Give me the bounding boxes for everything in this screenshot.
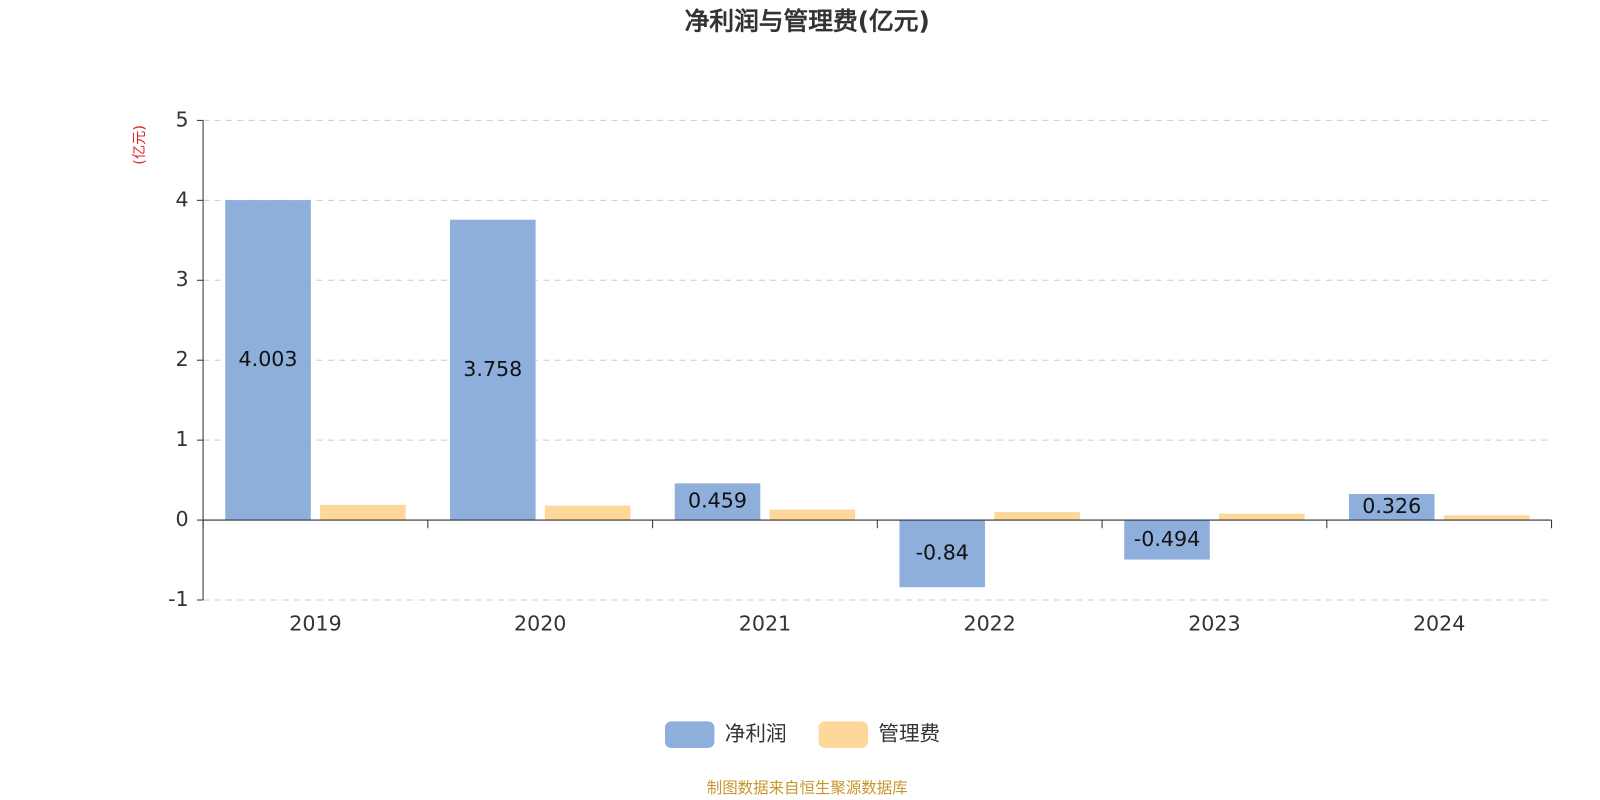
bar bbox=[450, 219, 536, 521]
bar bbox=[1124, 520, 1210, 560]
bar bbox=[1219, 513, 1305, 521]
chart-title: 净利润与管理费(亿元) bbox=[685, 7, 930, 36]
data-label: 0.326 bbox=[1362, 494, 1421, 518]
data-label: 4.003 bbox=[239, 347, 298, 371]
legend-label: 管理费 bbox=[878, 722, 940, 746]
x-tick-label: 2024 bbox=[1413, 612, 1465, 636]
y-tick-label: 0 bbox=[176, 507, 189, 531]
data-label: 0.459 bbox=[688, 489, 747, 513]
legend-label: 净利润 bbox=[725, 722, 787, 746]
x-tick-label: 2021 bbox=[739, 612, 791, 636]
y-tick-label: 2 bbox=[176, 347, 189, 371]
data-label: 3.758 bbox=[463, 357, 522, 381]
source-note: 制图数据来自恒生聚源数据库 bbox=[707, 779, 908, 797]
y-axis-label: (亿元) bbox=[131, 125, 148, 165]
bar bbox=[899, 520, 986, 588]
bar bbox=[320, 504, 406, 521]
data-label: -0.494 bbox=[1134, 527, 1200, 551]
bar bbox=[544, 505, 631, 521]
y-tick-label: 1 bbox=[176, 427, 189, 451]
x-tick-label: 2023 bbox=[1188, 612, 1240, 636]
y-tick-label: -1 bbox=[168, 587, 189, 611]
bar bbox=[225, 200, 311, 521]
bar bbox=[994, 512, 1080, 521]
legend-swatch bbox=[664, 721, 715, 748]
x-tick-label: 2020 bbox=[514, 612, 566, 636]
bar bbox=[1443, 515, 1530, 521]
x-tick-label: 2019 bbox=[289, 612, 341, 636]
bar bbox=[769, 509, 856, 521]
y-tick-label: 4 bbox=[176, 187, 189, 211]
legend-swatch bbox=[818, 721, 869, 748]
x-tick-label: 2022 bbox=[963, 612, 1015, 636]
bar bbox=[1348, 494, 1435, 521]
y-tick-label: 5 bbox=[176, 107, 189, 131]
data-label: -0.84 bbox=[916, 541, 969, 565]
bar bbox=[674, 483, 761, 521]
y-tick-label: 3 bbox=[176, 267, 189, 291]
